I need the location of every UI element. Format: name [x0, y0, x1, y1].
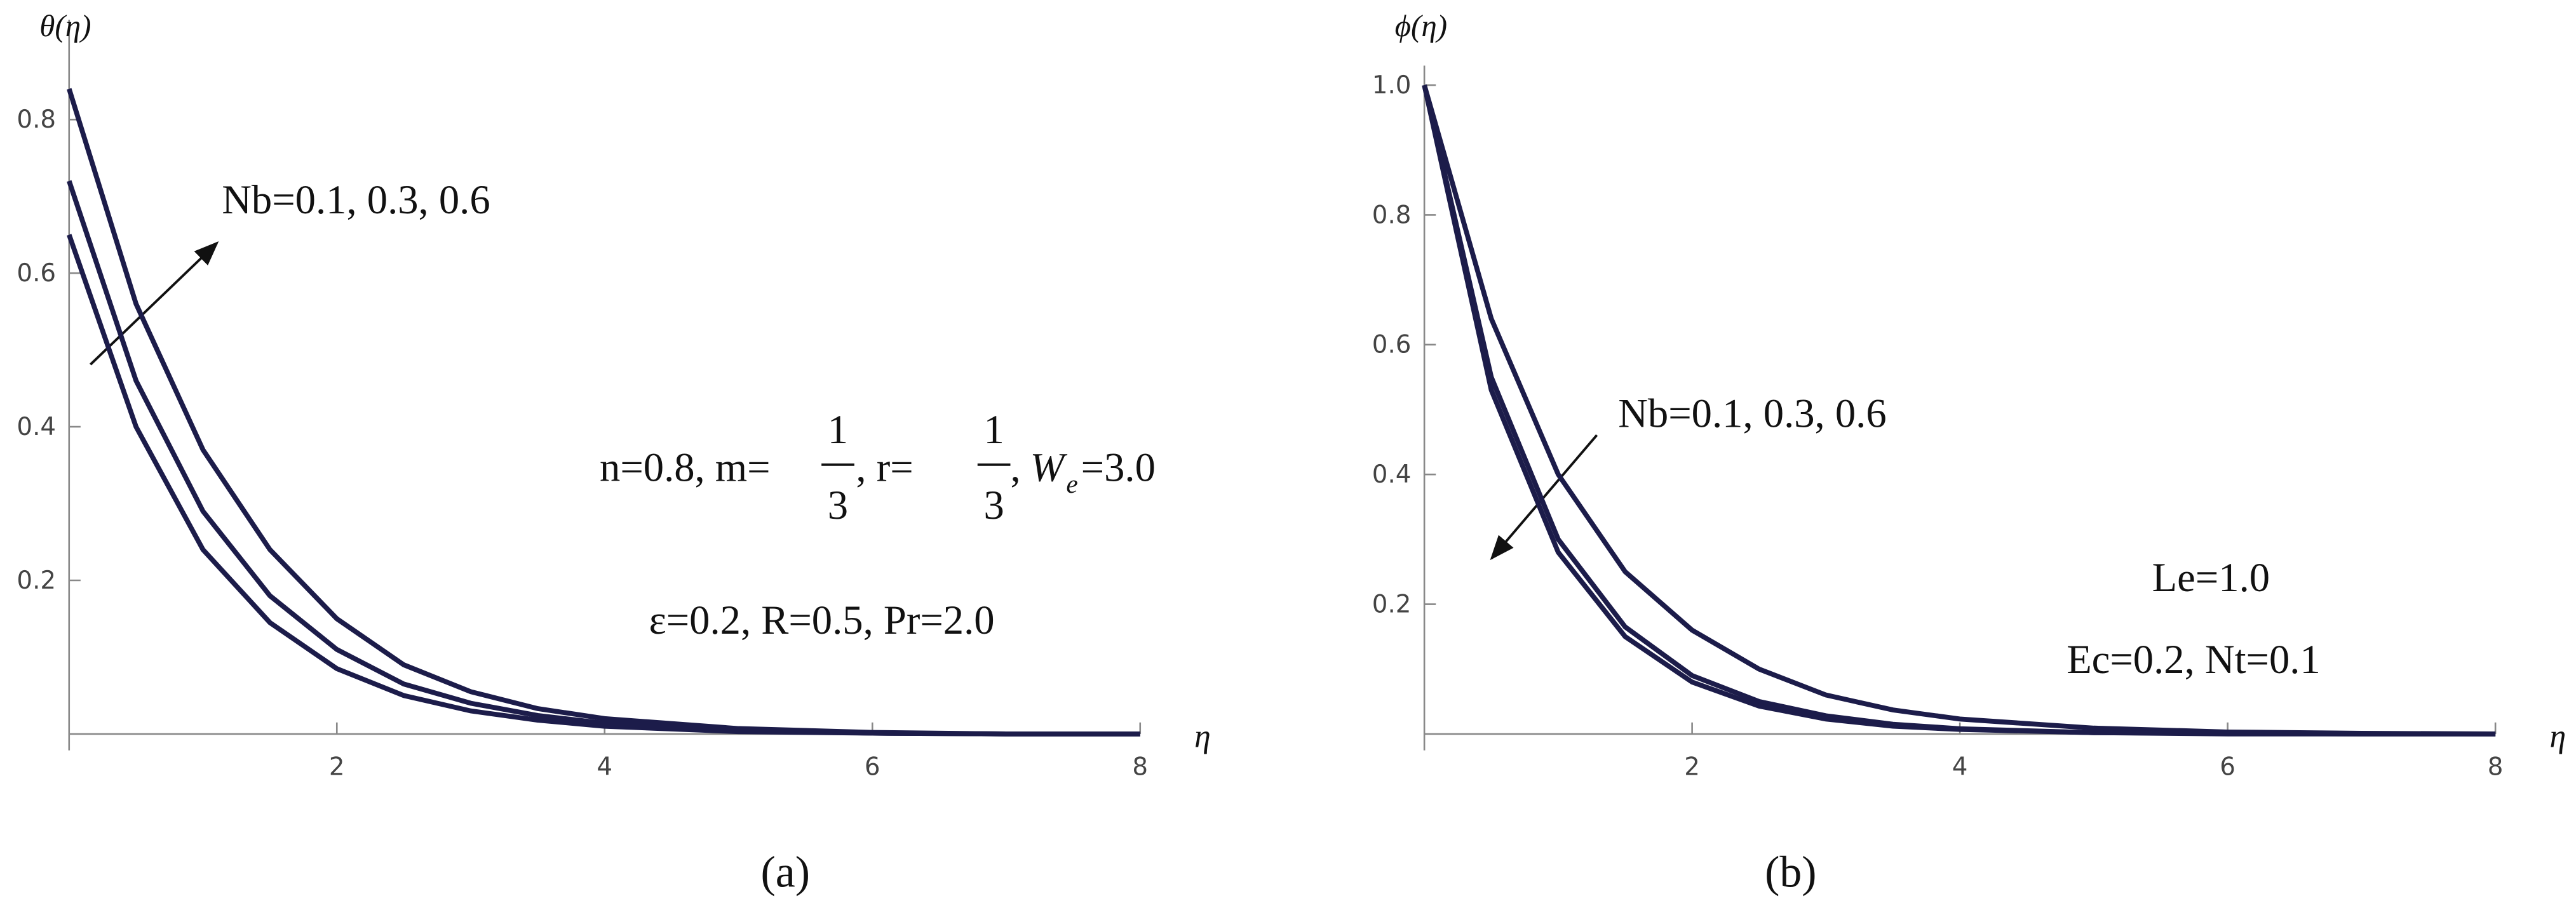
- x-tick-label: 8: [2488, 753, 2504, 782]
- x-tick-label: 4: [597, 753, 612, 782]
- x-tick-label: 6: [2220, 753, 2235, 782]
- x-tick-label: 4: [1952, 753, 1968, 782]
- caption: (b): [1765, 848, 1816, 897]
- annotation: 3: [983, 482, 1004, 528]
- y-tick-label: 0.4: [17, 413, 56, 441]
- y-tick-label: 0.8: [17, 105, 56, 134]
- y-tick-label: 0.2: [17, 566, 56, 595]
- x-tick-label: 6: [865, 753, 880, 782]
- annotation: ε=0.2, R=0.5, Pr=2.0: [649, 597, 995, 643]
- x-tick-label: 2: [329, 753, 345, 782]
- y-tick-label: 0.2: [1372, 590, 1412, 618]
- annotation: Nb=0.1, 0.3, 0.6: [222, 177, 490, 222]
- annotation: W: [1030, 444, 1068, 490]
- annotation: Ec=0.2, Nt=0.1: [2067, 636, 2321, 682]
- annotation: ,: [1010, 444, 1020, 490]
- x-axis-label: η: [2549, 719, 2566, 755]
- y-tick-label: 0.4: [1372, 460, 1412, 489]
- annotation: , r=: [856, 444, 913, 490]
- line-series: [1422, 84, 2496, 737]
- annotation: 1: [983, 406, 1004, 452]
- annotation: Nb=0.1, 0.3, 0.6: [1618, 390, 1886, 436]
- x-tick-label: 8: [1132, 753, 1148, 782]
- x-tick-label: 2: [1684, 753, 1700, 782]
- y-axis-label: θ(η): [39, 8, 91, 43]
- y-tick-label: 0.6: [17, 259, 56, 288]
- annotation: e: [1066, 469, 1077, 498]
- y-tick-label: 0.6: [1372, 331, 1412, 359]
- line-series: [1422, 84, 2496, 737]
- arrow: [1490, 434, 1598, 561]
- annotation: 3: [828, 482, 848, 528]
- line-series: [67, 234, 1140, 737]
- annotation: Le=1.0: [2152, 554, 2270, 600]
- annotation: 1: [828, 406, 848, 452]
- annotation: =3.0: [1081, 444, 1156, 490]
- arrow: [90, 241, 219, 366]
- caption: (a): [760, 848, 809, 897]
- annotation: n=0.8, m=: [600, 444, 771, 490]
- x-axis-label: η: [1194, 719, 1211, 755]
- y-tick-label: 1.0: [1372, 71, 1412, 100]
- line-series: [1422, 84, 2496, 737]
- y-tick-label: 0.8: [1372, 201, 1412, 229]
- y-axis-label: ϕ(η): [1395, 8, 1448, 43]
